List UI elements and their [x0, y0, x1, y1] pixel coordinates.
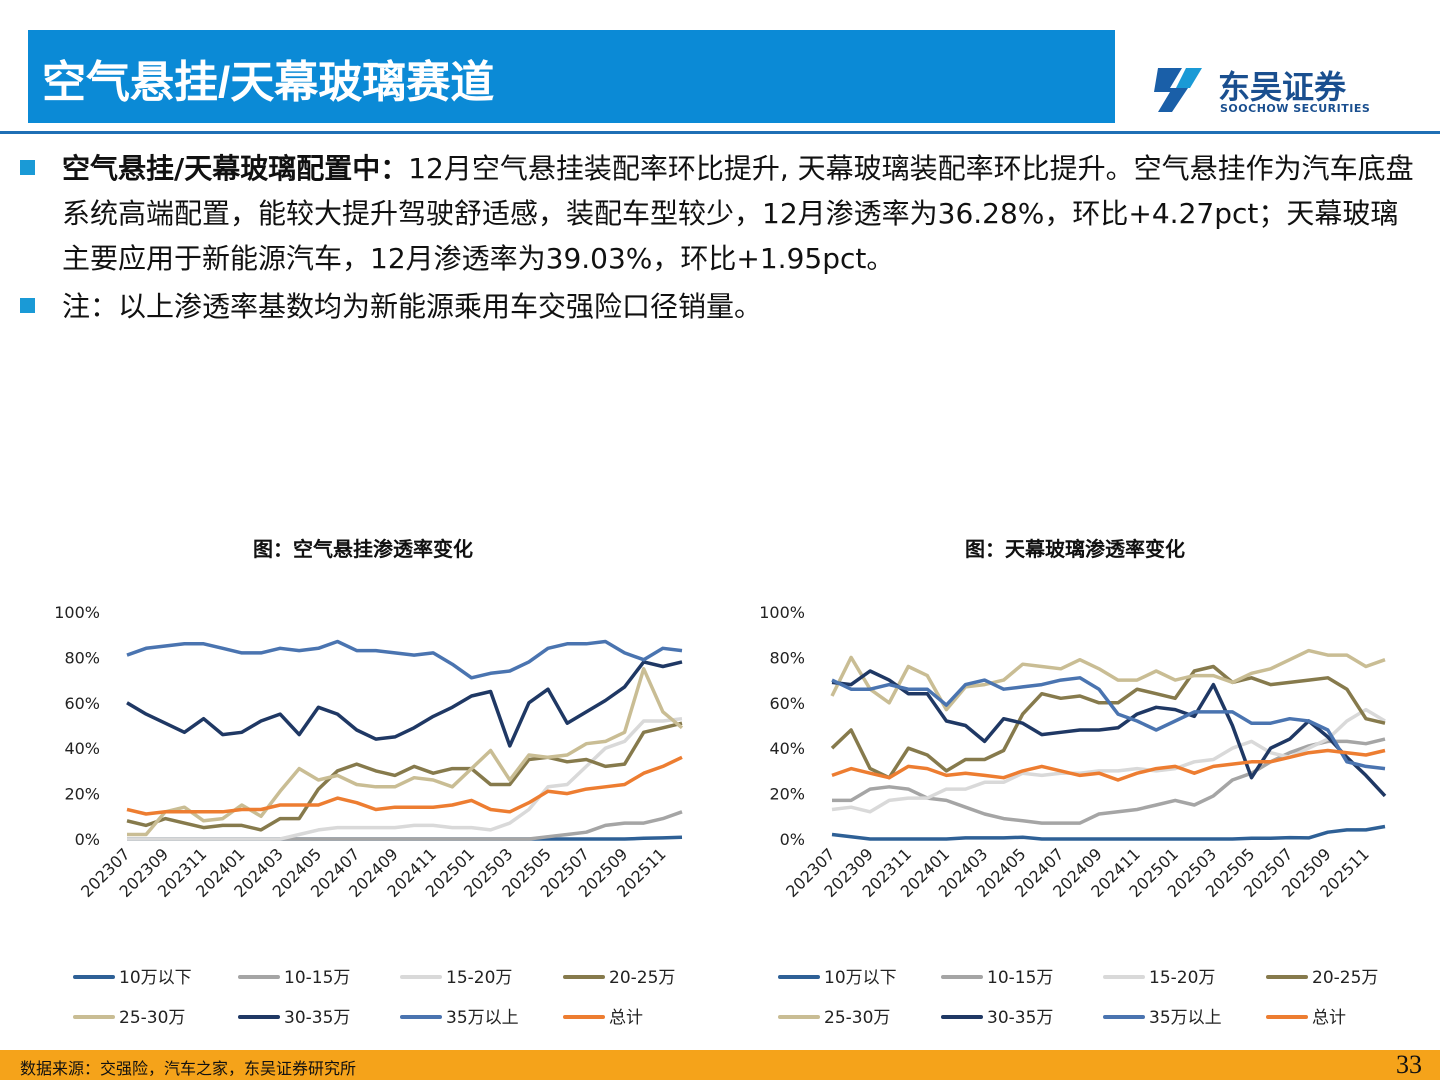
series-line: [831, 748, 1386, 782]
series-line: [830, 664, 1386, 780]
y-tick-label: 0%: [75, 830, 100, 849]
y-tick-label: 100%: [54, 603, 100, 622]
series-line: [831, 824, 1386, 841]
header-rule: [0, 131, 1440, 134]
legend-label: 20-25万: [1312, 968, 1378, 988]
series-line: [126, 639, 683, 680]
y-tick-label: 60%: [769, 694, 805, 713]
legend-label: 25-30万: [824, 1008, 890, 1028]
chart-title: 图：天幕玻璃渗透率变化: [965, 537, 1185, 561]
legend-label: 35万以上: [446, 1008, 519, 1028]
legend-label: 10万以下: [119, 968, 192, 988]
bullet-marker: [20, 160, 35, 175]
charts: 图：空气悬挂渗透率变化0%20%40%60%80%100%20230720230…: [54, 537, 1387, 1028]
series-line: [831, 676, 1386, 771]
legend-label: 30-35万: [987, 1008, 1053, 1028]
bullet-text: 12月空气悬挂装配率环比提升, 天幕玻璃装配率环比提升。空气悬挂作为汽车底盘系统…: [62, 152, 1414, 275]
page-number: 33: [1396, 1050, 1422, 1079]
series-line: [127, 667, 684, 837]
footer-source: 数据来源：交强险，汽车之家，东吴证券研究所: [20, 1059, 357, 1078]
legend-label: 20-25万: [609, 968, 675, 988]
legend-label: 25-30万: [119, 1008, 185, 1028]
bullet-bold: 空气悬挂/天幕玻璃配置中：: [62, 152, 409, 185]
bullet: 注：以上渗透率基数均为新能源乘用车交强险口径销量。: [62, 284, 1414, 329]
footer-bar: 数据来源：交强险，汽车之家，东吴证券研究所 33: [0, 1050, 1440, 1080]
logo-mark: [1154, 68, 1202, 112]
y-tick-label: 0%: [780, 830, 805, 849]
header-title: 空气悬挂/天幕玻璃赛道: [42, 58, 495, 107]
legend-label: 30-35万: [284, 1008, 350, 1028]
y-tick-label: 60%: [64, 694, 100, 713]
legend-label: 15-20万: [446, 968, 512, 988]
y-tick-label: 80%: [64, 648, 100, 667]
y-tick-label: 40%: [769, 739, 805, 758]
series-line: [126, 660, 683, 748]
legend-label: 15-20万: [1149, 968, 1215, 988]
series-line: [126, 755, 683, 816]
y-tick-label: 100%: [759, 603, 805, 622]
bullet: 空气悬挂/天幕玻璃配置中：12月空气悬挂装配率环比提升, 天幕玻璃装配率环比提升…: [62, 146, 1414, 281]
logo-cn: 东吴证券: [1218, 68, 1347, 106]
y-tick-label: 20%: [64, 785, 100, 804]
legend-label: 总计: [609, 1008, 643, 1028]
legend-label: 35万以上: [1149, 1008, 1222, 1028]
legend-label: 10-15万: [284, 968, 350, 988]
y-tick-label: 20%: [769, 785, 805, 804]
series-line: [126, 721, 683, 832]
legend-label: 10万以下: [824, 968, 897, 988]
header-bar: 空气悬挂/天幕玻璃赛道: [28, 30, 1115, 123]
logo-en: SOOCHOW SECURITIES: [1220, 102, 1371, 115]
bullet-text: 注：以上渗透率基数均为新能源乘用车交强险口径销量。: [62, 290, 763, 323]
legend-label: 总计: [1312, 1008, 1346, 1028]
legend-label: 10-15万: [987, 968, 1053, 988]
series-line: [830, 648, 1386, 712]
chart-title: 图：空气悬挂渗透率变化: [253, 537, 473, 561]
y-tick-label: 80%: [769, 648, 805, 667]
series-line: [831, 669, 1387, 798]
bullet-marker: [20, 298, 35, 313]
series-line: [127, 716, 683, 841]
y-tick-label: 40%: [64, 739, 100, 758]
